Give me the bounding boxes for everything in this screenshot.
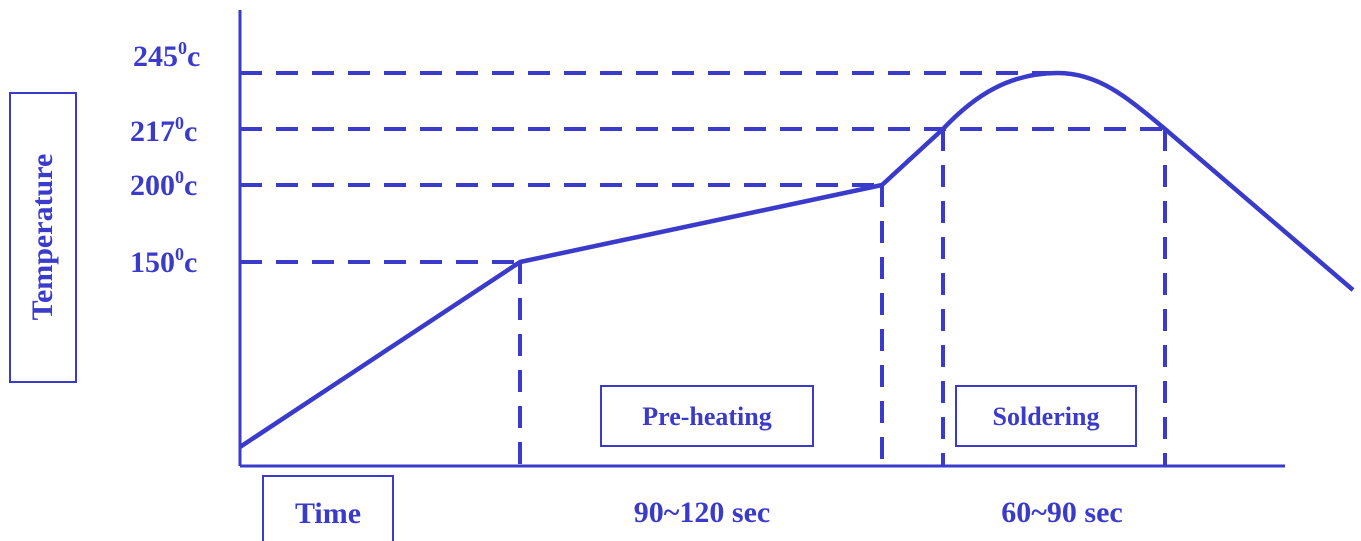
- temp-label-150: 1500c: [130, 244, 197, 279]
- y-axis-label: Temperature: [26, 154, 59, 321]
- temp-label-245: 2450c: [133, 38, 200, 73]
- soldering-label-box: [955, 385, 1137, 447]
- preheat-label-box: [600, 385, 814, 447]
- y-axis-label-box: [9, 92, 77, 383]
- temperature-profile-curve: [238, 70, 1355, 449]
- preheat-label: Pre-heating: [642, 402, 772, 431]
- temp-label-217: 2170c: [130, 113, 197, 148]
- x-axis-label: Time: [295, 497, 361, 530]
- preheat-duration: 90~120 sec: [634, 496, 770, 529]
- x-axis-label-box: [262, 475, 394, 541]
- temp-label-200: 2000c: [130, 167, 197, 202]
- soldering-duration: 60~90 sec: [1001, 496, 1122, 529]
- soldering-label: Soldering: [993, 402, 1100, 431]
